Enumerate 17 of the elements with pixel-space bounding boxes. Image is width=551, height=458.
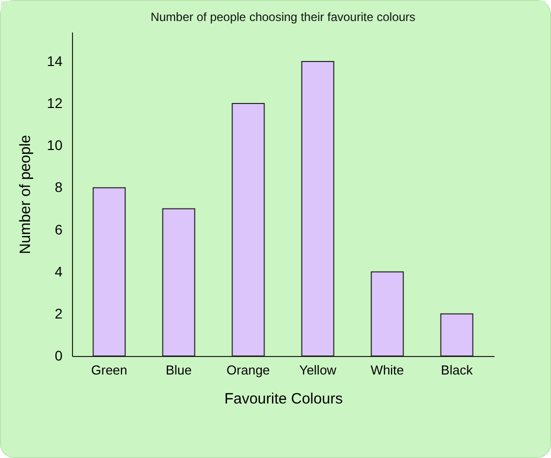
y-tick-label: 10 (46, 137, 63, 154)
y-tick-label: 2 (54, 305, 63, 322)
x-tick-label: Blue (166, 362, 192, 378)
x-axis-title: Favourite Colours (224, 390, 343, 408)
y-tick-label: 4 (54, 263, 63, 280)
x-tick-label: White (370, 362, 404, 378)
x-tick-label: Black (440, 362, 474, 378)
x-tick-label: Orange (226, 362, 270, 378)
y-tick-label: 14 (46, 52, 63, 69)
y-tick-label: 12 (46, 95, 63, 112)
chart-title: Number of people choosing their favourite colours (150, 10, 416, 24)
x-tick-label: Yellow (299, 362, 337, 378)
y-axis-title: Number of people (16, 134, 34, 254)
y-tick-label: 8 (54, 179, 63, 196)
x-tick-label: Green (91, 362, 128, 378)
y-tick-label: 0 (54, 348, 63, 364)
y-tick-label: 6 (54, 221, 63, 238)
